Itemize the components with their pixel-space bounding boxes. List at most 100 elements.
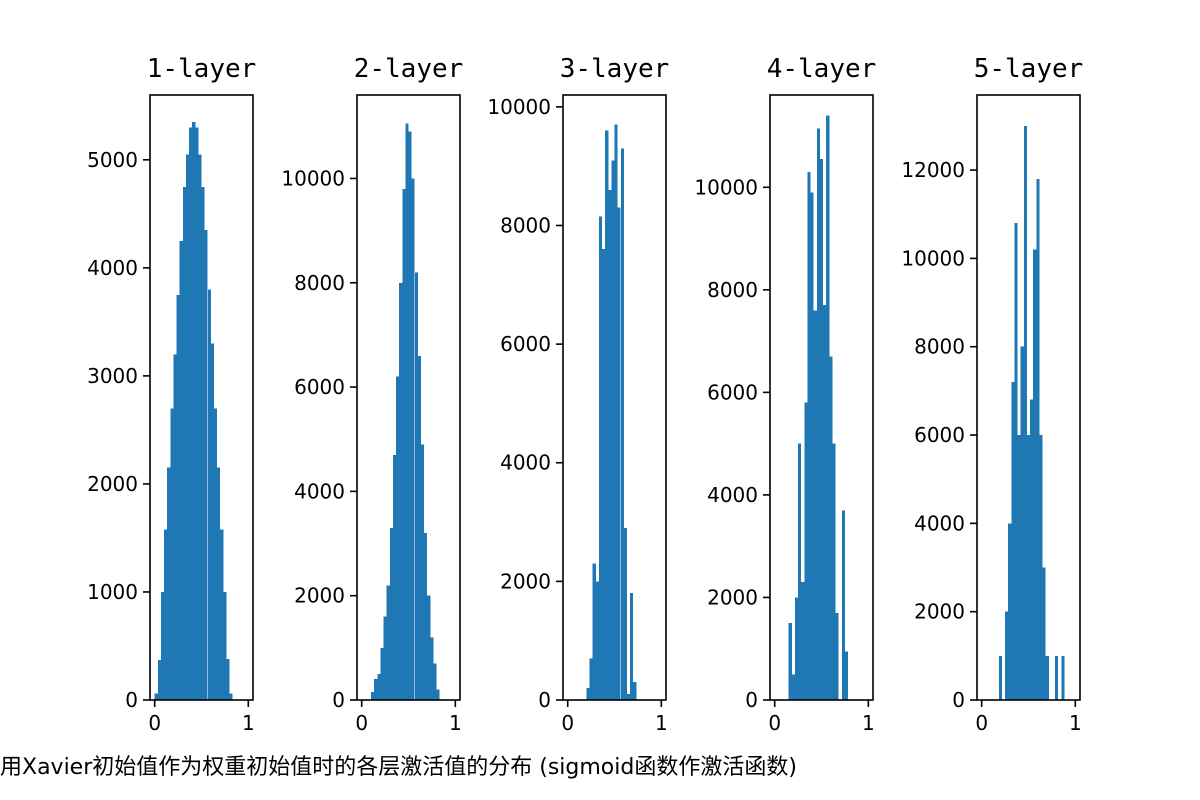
y-tick-label: 4000 xyxy=(707,483,758,507)
histogram-bar xyxy=(832,443,836,700)
axes-frame xyxy=(976,94,1081,701)
x-tick-label: 0 xyxy=(355,711,368,735)
histogram-bar xyxy=(182,186,186,700)
histogram-bar xyxy=(1045,655,1049,700)
panel-title: 2-layer xyxy=(354,54,464,84)
histogram-bar xyxy=(630,593,634,700)
y-tick-label: 6000 xyxy=(294,375,345,399)
y-tick-label: 0 xyxy=(332,688,345,712)
histogram-bar xyxy=(201,186,205,700)
histogram-bar xyxy=(592,563,596,700)
bars-group xyxy=(998,125,1065,700)
histogram-bar xyxy=(1017,435,1021,700)
histogram-bar xyxy=(798,443,802,700)
y-tick-label: 8000 xyxy=(500,213,551,237)
histogram-bar xyxy=(374,679,378,700)
histogram-bar xyxy=(411,178,415,700)
histogram-bar xyxy=(623,527,627,700)
y-tick-label: 4000 xyxy=(914,511,965,535)
histogram-bar xyxy=(1005,611,1009,700)
axes-frame xyxy=(149,94,254,701)
histogram-bar xyxy=(589,658,593,700)
histogram-bar xyxy=(633,682,637,700)
histogram-bar xyxy=(402,188,406,700)
histogram-bar xyxy=(424,533,428,700)
histogram-bar xyxy=(586,688,590,700)
histogram-bar xyxy=(620,148,624,700)
y-tick-label: 10000 xyxy=(694,175,758,199)
histogram-bar xyxy=(794,597,799,700)
histogram-bar xyxy=(377,673,381,700)
histogram-bar xyxy=(998,655,1002,700)
histogram-bar xyxy=(844,651,849,700)
x-tick-label: 1 xyxy=(862,711,875,735)
histogram-bar xyxy=(605,130,609,701)
histogram-bar xyxy=(157,660,161,700)
histogram-bar xyxy=(626,694,631,700)
x-tick-label: 0 xyxy=(561,711,574,735)
y-tick-label: 4000 xyxy=(500,451,551,475)
histogram-bar xyxy=(1039,435,1043,700)
histogram-bar xyxy=(173,354,177,700)
y-tick-label: 8000 xyxy=(294,271,345,295)
histogram-bar xyxy=(835,612,839,700)
histogram-panel-3: 0 2000 4000 6000 8000 10000 0 1 3-layer xyxy=(487,54,669,735)
histogram-bar xyxy=(816,128,820,700)
y-tick-label: 2000 xyxy=(294,584,345,608)
axes-frame xyxy=(356,94,461,701)
y-tick-label: 8000 xyxy=(707,278,758,302)
panel-title: 4-layer xyxy=(767,54,877,84)
histogram-bar xyxy=(371,692,375,700)
histogram-bar xyxy=(1014,223,1018,700)
bars-group xyxy=(788,115,849,701)
y-tick-label: 10000 xyxy=(281,166,345,190)
histogram-bar xyxy=(170,408,174,700)
y-tick-label: 0 xyxy=(125,688,138,712)
histogram-bar xyxy=(433,663,437,700)
histogram-bar xyxy=(826,115,830,700)
histogram-bar xyxy=(389,527,393,700)
figure-caption: 用Xavier初始值作为权重初始值时的各层激活值的分布 (sigmoid函数作激… xyxy=(0,755,797,780)
histogram-bar xyxy=(430,637,434,700)
histogram-bar xyxy=(396,376,400,700)
histogram-bar xyxy=(1055,655,1059,700)
histogram-bar xyxy=(804,402,808,700)
histogram-bar xyxy=(841,510,845,700)
histogram-bar xyxy=(1020,346,1024,700)
histogram-bar xyxy=(189,127,193,700)
histogram-bar xyxy=(595,581,599,700)
histogram-bar xyxy=(217,467,221,700)
histogram-bar xyxy=(614,124,618,700)
histogram-bar xyxy=(823,305,827,700)
histogram-bar xyxy=(383,616,387,700)
histogram-bar xyxy=(229,693,233,700)
histogram-bar xyxy=(427,595,431,700)
histogram-bar xyxy=(195,127,199,700)
x-tick-label: 0 xyxy=(768,711,781,735)
histogram-bar xyxy=(807,171,811,700)
y-tick-label: 10000 xyxy=(487,95,551,119)
histogram-bar xyxy=(164,529,168,700)
y-tick-label: 4000 xyxy=(87,256,138,280)
y-tick-label: 8000 xyxy=(914,335,965,359)
y-tick-label: 2000 xyxy=(914,600,965,624)
histogram-bar xyxy=(1026,435,1031,700)
y-tick-label: 0 xyxy=(538,688,551,712)
histogram-panel-2: 0 2000 4000 6000 8000 10000 0 1 2-layer xyxy=(281,54,463,735)
histogram-bar xyxy=(819,159,824,701)
x-tick-label: 1 xyxy=(449,711,462,735)
y-tick-label: 0 xyxy=(952,688,965,712)
histogram-bar xyxy=(167,467,171,700)
y-tick-label: 0 xyxy=(745,688,758,712)
y-tick-label: 3000 xyxy=(87,364,138,388)
histogram-bar xyxy=(598,216,603,700)
histogram-bar xyxy=(1011,382,1015,700)
x-tick-label: 1 xyxy=(655,711,668,735)
histogram-bar xyxy=(207,289,211,700)
histogram-bar xyxy=(829,356,833,700)
histogram-bar xyxy=(386,585,390,700)
histogram-bar xyxy=(223,591,227,700)
histogram-bar xyxy=(154,693,158,700)
histogram-bar xyxy=(198,154,202,701)
histogram-bar xyxy=(179,240,183,700)
